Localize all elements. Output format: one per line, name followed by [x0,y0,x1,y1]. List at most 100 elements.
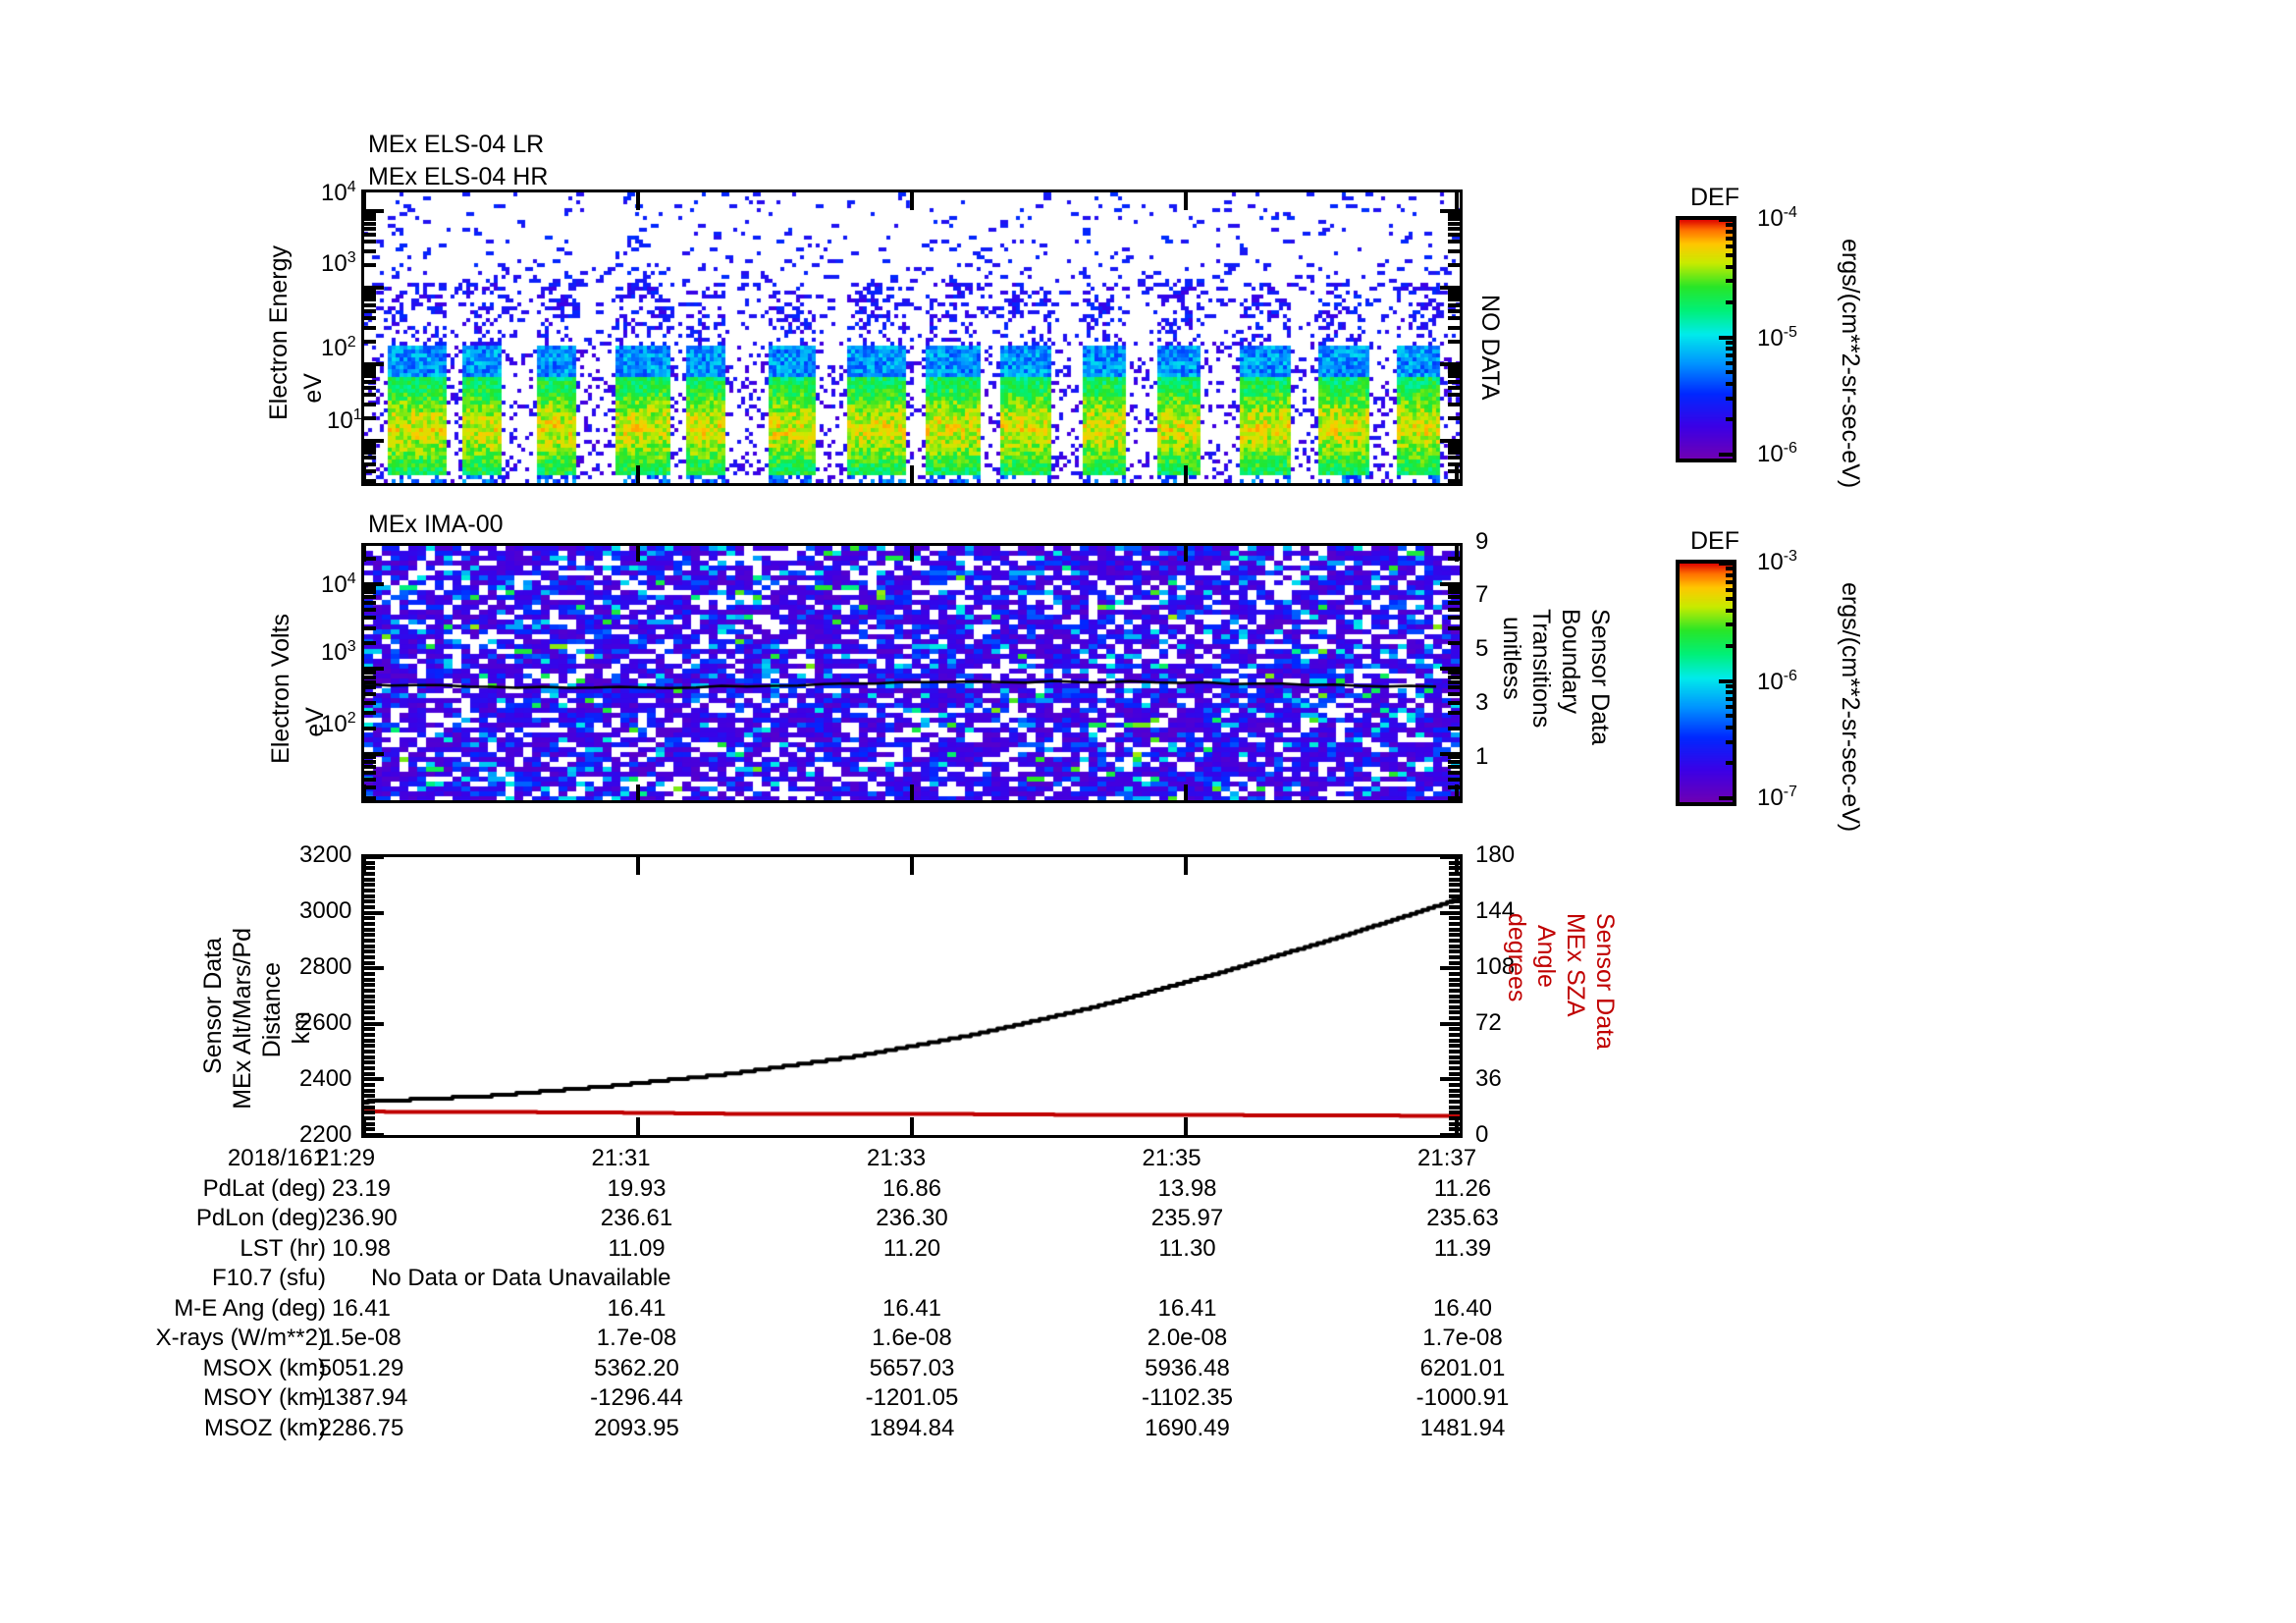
table-cell: 1.6e-08 [872,1325,952,1351]
panel3-rtick-108: 108 [1475,953,1516,980]
colorbar2-tick-top: 10-3 [1757,548,1797,575]
table-cell: No Data or Data Unavailable [371,1265,671,1291]
table-cell: 16.86 [881,1174,942,1202]
table-cell: 5051.29 [318,1354,404,1381]
panel3-llabel-line2: MEx Alt/Mars/Pd [229,928,256,1109]
panel3-llabel-line3: Distance [258,962,286,1058]
table-cell: 11.39 [1433,1234,1492,1262]
panel2-ylabel-line1: Electron Volts [267,614,294,764]
panel1-ytick-1e4: 104 [321,179,356,206]
x-tick-21-37: 21:37 [1417,1145,1477,1171]
table-cell: 1.5e-08 [321,1325,401,1351]
table-row-label: F10.7 (sfu) [211,1265,326,1291]
table-row-label: PdLat (deg) [202,1174,326,1202]
panel1-title-hr: MEx ELS-04 HR [368,163,549,190]
panel2-rlabel-line1: Sensor Data [1586,609,1614,745]
panel1-ylabel-line1: Electron Energy [265,245,293,420]
table-cell: -1296.44 [590,1384,683,1411]
table-cell: 1894.84 [869,1414,955,1441]
panel3-rtick-72: 72 [1475,1009,1502,1036]
panel2-rtick-9: 9 [1475,528,1489,555]
table-row-label: X-rays (W/m**2) [155,1325,326,1351]
table-cell: 2093.95 [594,1414,679,1441]
table-cell: 16.41 [881,1294,942,1322]
table-cell: 23.19 [331,1174,392,1202]
colorbar2-tick-bottom: 10-7 [1757,784,1797,811]
table-cell: 2.0e-08 [1147,1325,1228,1351]
table-cell: 235.97 [1150,1205,1224,1231]
panel3-ltick-2800: 2800 [299,953,352,980]
electron-energy-spectrogram[interactable] [361,189,1463,486]
table-row-label: LST (hr) [240,1234,326,1262]
panel3-rlabel-line3: Angle [1532,925,1560,988]
table-cell: 6201.01 [1419,1354,1506,1381]
panel2-rtick-7: 7 [1475,581,1489,608]
panel3-ltick-2400: 2400 [299,1065,352,1092]
table-cell: 236.61 [600,1205,673,1231]
table-row-label: MSOX (km) [202,1354,326,1381]
x-tick-21-29: 21:29 [316,1145,376,1171]
ion-spectrogram[interactable] [361,543,1463,803]
table-cell: 235.63 [1426,1205,1499,1231]
table-cell: -1387.94 [314,1384,408,1411]
colorbar1-tick-mid: 10-5 [1757,324,1797,352]
panel2-rlabel-line4: unitless [1498,617,1525,700]
panel1-no-data-note: NO DATA [1476,295,1504,401]
panel3-rtick-144: 144 [1475,897,1516,924]
panel3-rtick-180: 180 [1475,841,1516,868]
table-cell: 5362.20 [594,1354,679,1381]
table-cell: 236.30 [876,1205,948,1231]
table-cell: 11.20 [882,1234,941,1262]
table-cell: 1690.49 [1145,1414,1230,1441]
table-cell: 10.98 [331,1234,392,1262]
panel3-rlabel-line1: Sensor Data [1591,913,1619,1050]
table-cell: 13.98 [1157,1174,1217,1202]
panel1-ylabel-line2: eV [299,373,327,404]
colorbar1-tick-top: 10-4 [1757,204,1797,232]
panel2-ytick-1e3: 103 [321,638,356,666]
table-row-label: MSOY (km) [203,1384,326,1411]
table-cell: 1481.94 [1419,1414,1506,1441]
x-tick-21-31: 21:31 [591,1145,651,1171]
panel1-ytick-1e1: 101 [327,406,362,434]
table-cell: 16.41 [607,1294,667,1322]
x-tick-21-33: 21:33 [867,1145,927,1171]
table-cell: 11.30 [1158,1234,1216,1262]
table-cell: 16.40 [1432,1294,1493,1322]
x-tick-21-35: 21:35 [1142,1145,1201,1171]
table-cell: 236.90 [325,1205,398,1231]
table-row-label: M-E Ang (deg) [174,1294,326,1322]
panel2-ytick-1e4: 104 [321,570,356,598]
table-row-label: 2018/161 [227,1145,326,1171]
panel3-ltick-3200: 3200 [299,841,352,868]
table-cell: 19.93 [607,1174,667,1202]
panel3-rlabel-line4: degrees [1503,913,1530,1002]
panel1-title-lr: MEx ELS-04 LR [368,131,545,158]
colorbar2-gradient [1676,560,1736,806]
table-cell: 11.09 [608,1234,666,1262]
table-cell: -1201.05 [865,1384,959,1411]
table-cell: 11.26 [1433,1174,1492,1202]
table-row-label: MSOZ (km) [204,1414,326,1441]
colorbar1-title: DEF [1690,184,1739,211]
panel2-rlabel-line2: Boundary [1557,609,1584,715]
table-cell: -1102.35 [1142,1384,1233,1411]
table-cell: 5657.03 [869,1354,955,1381]
panel1-ytick-1e2: 102 [321,334,356,361]
table-row-label: PdLon (deg) [195,1205,326,1231]
panel2-rlabel-line3: Transitions [1527,609,1555,729]
panel2-rtick-1: 1 [1475,743,1489,770]
table-cell: 2286.75 [318,1414,404,1441]
table-cell: 1.7e-08 [1422,1325,1503,1351]
panel3-rtick-36: 36 [1475,1065,1502,1092]
panel2-rtick-3: 3 [1475,689,1489,716]
colorbar1-gradient [1676,216,1736,462]
colorbar1-units: ergs/(cm**2-sr-sec-eV) [1837,239,1864,489]
panel3-rlabel-line2: MEx SZA [1562,913,1589,1017]
panel3-rtick-0: 0 [1475,1121,1489,1148]
table-cell: 5936.48 [1145,1354,1230,1381]
table-cell: -1000.91 [1415,1384,1510,1411]
table-cell: 1.7e-08 [596,1325,677,1351]
colorbar2-title: DEF [1690,527,1739,555]
altitude-sza-line-chart[interactable] [361,854,1463,1138]
